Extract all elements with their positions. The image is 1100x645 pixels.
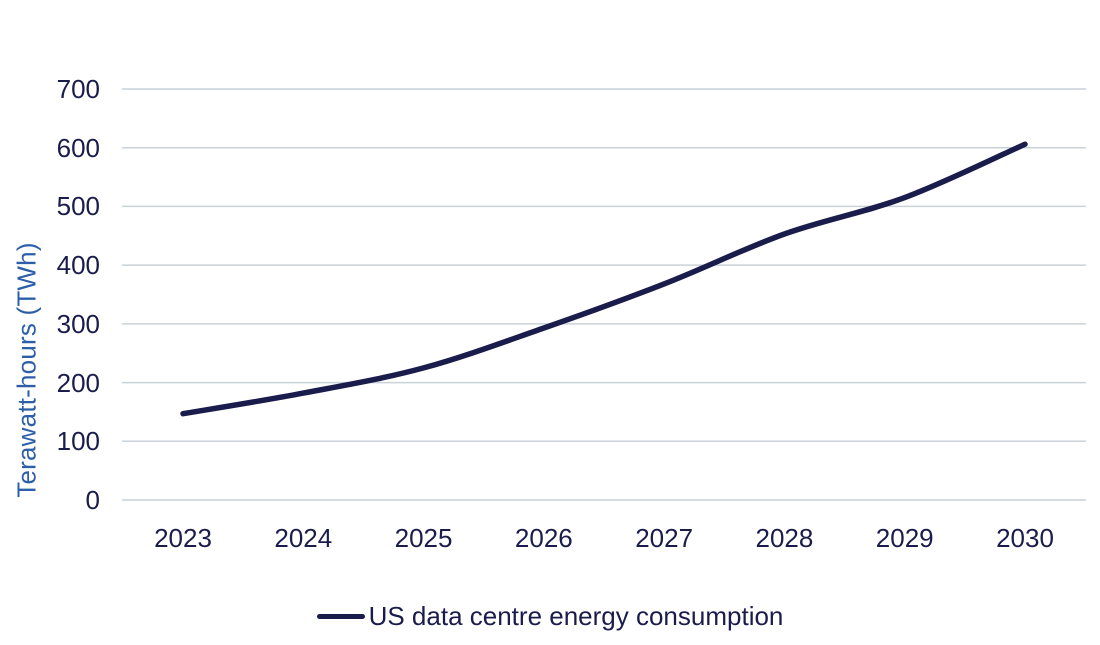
x-tick-label: 2030 — [996, 523, 1054, 553]
legend: US data centre energy consumption — [0, 600, 1100, 632]
x-tick-label: 2023 — [154, 523, 212, 553]
x-tick-label: 2029 — [875, 523, 934, 553]
series-line — [180, 141, 1028, 417]
x-tick-label: 2027 — [635, 523, 694, 553]
x-tick-label: 2028 — [755, 523, 814, 553]
y-tick-label: 300 — [56, 308, 100, 339]
y-tick-label: 500 — [56, 191, 100, 222]
y-tick-label: 400 — [56, 250, 100, 281]
legend-line-icon — [316, 613, 365, 619]
x-tick-label: 2026 — [514, 523, 573, 553]
y-tick-label: 200 — [56, 367, 100, 398]
y-tick-label: 600 — [56, 132, 100, 163]
x-tick-label: 2024 — [274, 523, 333, 553]
y-tick-label: 100 — [56, 426, 100, 457]
x-tick-label: 2025 — [394, 523, 453, 553]
y-tick-label: 700 — [56, 74, 100, 104]
y-tick-label: 0 — [85, 485, 100, 515]
legend-label: US data centre energy consumption — [368, 600, 784, 631]
